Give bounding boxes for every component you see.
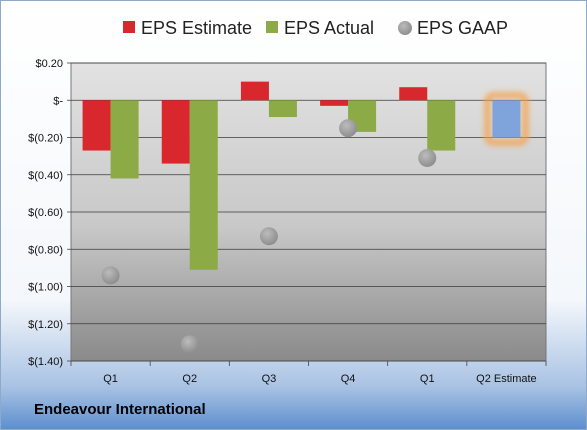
marker-eps-gaap — [339, 119, 358, 138]
legend-label: EPS Estimate — [141, 18, 252, 38]
legend-label: EPS Actual — [284, 18, 374, 38]
y-tick-label: $(1.00) — [28, 282, 63, 294]
marker-eps-gaap — [180, 335, 199, 354]
future-estimate-glow — [484, 92, 529, 146]
marker-eps-gaap — [418, 148, 437, 167]
bar-eps-actual — [189, 100, 218, 270]
legend-swatch — [266, 21, 278, 33]
bar-eps-estimate — [240, 81, 269, 101]
x-tick-label: Q4 — [341, 373, 356, 385]
y-tick-label: $(0.20) — [28, 133, 63, 145]
company-name: Endeavour International — [34, 401, 206, 418]
legend-swatch — [398, 21, 412, 35]
x-tick-label: Q1 — [103, 373, 118, 385]
marker-eps-gaap — [101, 266, 120, 285]
bar-eps-estimate — [399, 87, 428, 101]
y-tick-label: $(0.80) — [28, 244, 63, 256]
y-tick-label: $(1.20) — [28, 319, 63, 331]
gaap-markers — [101, 119, 437, 354]
y-tick-label: $- — [53, 95, 63, 107]
legend-label: EPS GAAP — [417, 18, 508, 38]
y-tick-label: $(0.40) — [28, 170, 63, 182]
legend: EPS Estimate EPS Actual EPS GAAP — [123, 18, 508, 38]
bar-eps-actual — [110, 100, 139, 179]
x-tick-label: Q2 Estimate — [476, 373, 537, 385]
y-axis-ticks: $0.20 $- $(0.20) $(0.40) $(0.60) $(0.80) $(1.0… — [28, 58, 71, 368]
bar-eps-actual — [268, 100, 297, 118]
y-tick-label: $(1.40) — [28, 356, 63, 368]
x-tick-label: Q2 — [182, 373, 197, 385]
bar-eps-estimate — [82, 100, 111, 151]
legend-swatch — [123, 21, 135, 33]
marker-eps-gaap — [259, 227, 278, 246]
bar-future-estimate — [492, 100, 521, 138]
y-tick-label: $(0.60) — [28, 207, 63, 219]
bar-eps-estimate — [320, 100, 349, 106]
x-tick-label: Q3 — [262, 373, 277, 385]
x-tick-label: Q1 — [420, 373, 435, 385]
x-axis-ticks: Q1 Q2 Q3 Q4 Q1 Q2 Estimate — [70, 361, 547, 385]
bar-eps-actual — [427, 100, 456, 151]
bar-eps-estimate — [161, 100, 190, 164]
y-tick-label: $0.20 — [35, 58, 63, 70]
